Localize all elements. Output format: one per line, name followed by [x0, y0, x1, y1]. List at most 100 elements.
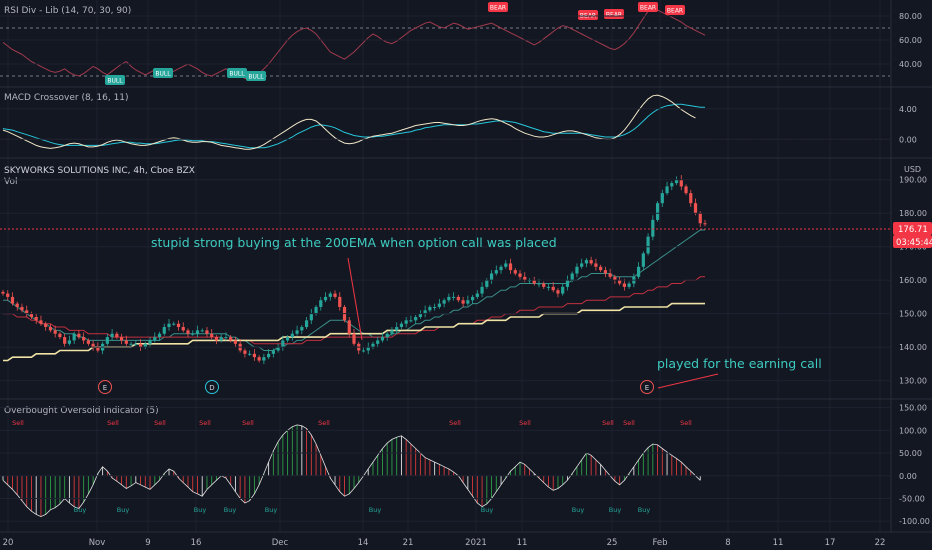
- candle-body-113: [537, 283, 541, 285]
- candle-body-130: [618, 280, 622, 284]
- candle-body-36: [172, 323, 176, 325]
- candle-body-12: [58, 333, 62, 338]
- annotation-arrow-1: [657, 373, 719, 389]
- candle-body-43: [205, 330, 209, 334]
- osc-tick-label-1: 100.00: [899, 426, 927, 435]
- candle-body-31: [148, 340, 152, 344]
- candle-body-13: [63, 337, 67, 344]
- rsi-bull-badge-3: BULL: [248, 74, 264, 81]
- candle-body-42: [200, 330, 204, 332]
- candle-body-129: [613, 276, 617, 281]
- candle-body-90: [428, 306, 432, 311]
- candle-body-144: [684, 186, 688, 194]
- candle-body-20: [96, 347, 100, 351]
- candle-body-60: [285, 337, 290, 341]
- candle-body-107: [508, 263, 513, 271]
- candle-body-105: [499, 266, 503, 271]
- annotation-text-0: stupid strong buying at the 200EMA when …: [151, 235, 557, 250]
- candle-body-140: [665, 186, 669, 194]
- rsi-bear-badge-4-bg: [665, 5, 685, 15]
- candle-body-95: [452, 296, 456, 298]
- time-tick-label-3: 16: [191, 538, 202, 548]
- sell-label-9: Sell: [623, 419, 635, 427]
- last-price-value: 176.71: [898, 225, 928, 235]
- candle-body-92: [437, 303, 441, 307]
- candle-body-35: [167, 323, 171, 328]
- candle-body-27: [129, 343, 133, 345]
- oscillator-title: Overbought Oversold Indicator (5): [4, 406, 159, 416]
- candle-body-52: [248, 353, 252, 355]
- candle-body-108: [513, 270, 517, 274]
- instrument-title: SKYWORKS SOLUTIONS INC, 4h, Cboe BZX: [4, 166, 195, 176]
- buy-label-4: Buy: [265, 506, 278, 514]
- sell-label-3: Sell: [199, 419, 211, 427]
- macd-pane[interactable]: MACD Crossover (8, 16, 11) 4.00 0.00: [0, 93, 917, 150]
- price-pane[interactable]: SKYWORKS SOLUTIONS INC, 4h, Cboe BZX Vol…: [0, 165, 932, 394]
- candle-body-141: [670, 183, 674, 187]
- buy-label-1: Buy: [117, 506, 130, 514]
- oscillator-pane[interactable]: Overbought Oversold Indicator (5) Sell Se…: [0, 404, 930, 527]
- candle-body-93: [442, 300, 446, 304]
- candle-body-30: [143, 343, 147, 348]
- candle-body-61: [290, 333, 294, 338]
- rsi-bear-badge-4: BEAR: [667, 8, 683, 15]
- macd-signal-line: [2, 103, 705, 149]
- candle-body-6: [29, 313, 34, 317]
- candle-body-46: [219, 337, 223, 341]
- candle-body-139: [660, 193, 664, 204]
- rsi-bear-badge-1-bg: [578, 10, 598, 20]
- candle-body-38: [181, 327, 185, 331]
- candle-body-55: [262, 357, 266, 361]
- candle-body-86: [409, 320, 413, 322]
- candle-body-147: [698, 213, 702, 224]
- rsi-tick-label-1: 60.00: [899, 36, 922, 45]
- candle-body-37: [176, 323, 181, 328]
- candle-body-143: [679, 179, 683, 187]
- sell-label-1: Sell: [107, 419, 119, 427]
- candle-body-56: [267, 353, 271, 358]
- buy-label-6: Buy: [481, 506, 494, 514]
- candle-body-1: [6, 293, 10, 297]
- candle-body-85: [404, 320, 408, 324]
- time-tick-label-9: 25: [607, 538, 618, 548]
- candle-body-41: [195, 330, 200, 334]
- volume-label: Vol: [4, 177, 17, 187]
- candle-body-99: [470, 296, 475, 301]
- candle-body-2: [10, 296, 15, 304]
- time-tick-label-1: Nov: [89, 538, 106, 548]
- candle-body-117: [556, 290, 560, 294]
- time-tick-label-6: 21: [403, 538, 414, 548]
- candle-body-80: [380, 337, 385, 341]
- candle-body-89: [423, 310, 427, 314]
- candle-body-9: [44, 323, 48, 328]
- rsi-bear-badge-0: BEAR: [490, 5, 506, 12]
- event-marker-label-2: E: [645, 384, 649, 392]
- candle-body-16: [77, 333, 81, 338]
- rsi-tick-label-0: 80.00: [899, 12, 922, 21]
- candle-body-84: [399, 323, 404, 328]
- candle-body-0: [1, 291, 5, 294]
- buy-label-2: Buy: [194, 506, 207, 514]
- candle-body-66: [314, 306, 318, 314]
- candle-body-109: [518, 273, 522, 277]
- candle-body-64: [304, 320, 309, 328]
- candle-body-132: [627, 283, 631, 287]
- candle-body-77: [366, 347, 370, 351]
- candle-body-18: [86, 340, 90, 344]
- price-tick-label-0: 190.00: [899, 176, 927, 185]
- event-marker-label-1: D: [209, 384, 214, 392]
- rsi-bull-badge-0: BULL: [107, 78, 123, 85]
- candle-body-62: [295, 330, 299, 334]
- rsi-bull-badge-3-bg: [246, 71, 266, 81]
- candle-body-24: [115, 333, 119, 338]
- price-tick-label-6: 130.00: [899, 377, 927, 386]
- candle-body-44: [210, 333, 214, 338]
- candle-body-23: [110, 333, 114, 338]
- time-axis[interactable]: 20 Nov 9 16 Dec 14 21 2021 11 25 Feb 8 11 17 22: [3, 538, 886, 548]
- candle-body-79: [376, 340, 380, 344]
- sell-label-0: Sell: [12, 419, 24, 427]
- grid-lines: [7, 0, 881, 532]
- candle-body-135: [641, 253, 645, 267]
- candle-body-137: [651, 219, 655, 237]
